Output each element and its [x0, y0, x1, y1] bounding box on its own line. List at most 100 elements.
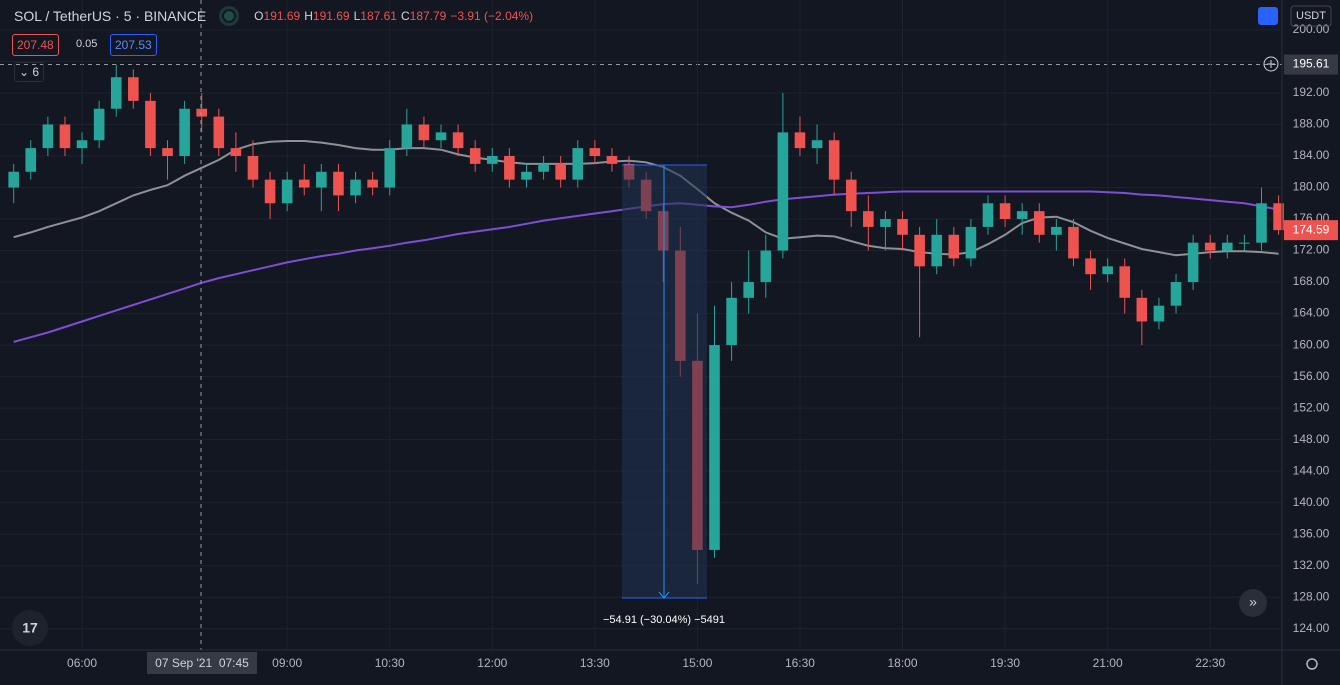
crosshair-price-box [1284, 54, 1338, 75]
candle-body [760, 250, 772, 283]
candle-body [196, 108, 208, 117]
last-price-box [1284, 220, 1338, 241]
y-tick-label: 148.00 [1293, 432, 1330, 446]
scroll-button[interactable]: » [1239, 589, 1267, 617]
settings-icon[interactable] [1306, 658, 1318, 670]
header: SOL / TetherUS · 5 · BINANCE O191.69 H191… [14, 8, 533, 24]
candle-body [59, 124, 71, 149]
candle-body [384, 148, 396, 188]
candle-body [179, 108, 190, 156]
y-tick-label: 180.00 [1293, 180, 1330, 194]
candle-body [230, 148, 242, 156]
candle-body [418, 124, 430, 141]
candle-body [1222, 242, 1233, 251]
crosshair-price-label: 195.61 [1293, 57, 1330, 71]
y-tick-label: 184.00 [1293, 148, 1330, 162]
legend-value: 191.69 [312, 9, 350, 23]
candle-body [486, 156, 498, 164]
x-tick-label: 16:30 [785, 656, 815, 670]
y-tick-label: 152.00 [1293, 400, 1330, 414]
auto-scale-button[interactable] [1258, 7, 1278, 25]
candle-body [948, 234, 960, 259]
candle-body [982, 203, 994, 227]
y-tick-label: 192.00 [1293, 85, 1330, 99]
candle-body [469, 148, 481, 164]
y-tick-label: 164.00 [1293, 306, 1330, 320]
candle-body [1119, 266, 1131, 298]
indicators-toggle[interactable]: ⌄ 6 [14, 62, 45, 82]
candle-body [145, 100, 156, 149]
tv-logo: 17 [12, 610, 48, 646]
legend-key: O [254, 9, 264, 23]
legend-key: L [353, 9, 361, 23]
y-tick-label: 136.00 [1293, 526, 1330, 540]
y-tick-label: 132.00 [1293, 558, 1330, 572]
currency-box [1290, 5, 1332, 27]
legend-key: H [304, 9, 313, 23]
candle-body [42, 124, 54, 149]
candle-body [606, 156, 618, 164]
candle-body [452, 132, 464, 149]
x-tick-label: 13:30 [580, 656, 610, 670]
candle-body [863, 211, 874, 227]
candle-body [401, 124, 413, 149]
y-tick-label: 168.00 [1293, 274, 1330, 288]
candle-body [247, 156, 259, 180]
last-price-label: 174.59 [1293, 222, 1330, 236]
bid[interactable]: 207.48 [12, 34, 59, 56]
candle-body [298, 179, 310, 188]
y-tick-label: 124.00 [1293, 621, 1330, 635]
ohlc-legend: O191.69 H191.69 L187.61 C187.79 [254, 9, 446, 23]
x-tick-label: 12:00 [477, 656, 507, 670]
candle-body [1239, 242, 1250, 244]
candle-body [965, 226, 977, 259]
legend-item: L187.61 [354, 9, 397, 23]
legend-value: 187.61 [360, 9, 397, 23]
candle-body [1016, 211, 1028, 220]
candle-body [880, 219, 891, 227]
candle-body [162, 148, 173, 156]
y-tick-label: 140.00 [1293, 495, 1330, 509]
candle-body [264, 179, 276, 204]
candle-body [538, 163, 549, 172]
add-button[interactable] [1263, 56, 1279, 72]
candle-body [8, 171, 19, 188]
y-tick-label: 144.00 [1293, 463, 1330, 477]
x-tick-label: 21:00 [1093, 656, 1123, 670]
legend-value: 187.79 [409, 9, 447, 23]
x-tick-label: 15:00 [682, 656, 712, 670]
candle-body [914, 234, 925, 267]
candle-body [931, 234, 943, 267]
moving-average [13, 140, 1279, 257]
legend-value: 191.69 [263, 9, 301, 23]
y-tick-label: 172.00 [1293, 243, 1330, 257]
spread: 0.05 [76, 38, 98, 50]
svg-text:»: » [1249, 594, 1257, 610]
candle-body [1051, 226, 1062, 235]
measure-arrow-head [658, 591, 670, 599]
y-tick-label: 128.00 [1293, 589, 1330, 603]
legend-item: C187.79 [401, 9, 446, 23]
candle-body [999, 203, 1011, 220]
symbol: SOL / TetherUS · 5 · BINANCE [14, 8, 207, 24]
candle-body [367, 179, 378, 188]
candle-body [1136, 297, 1148, 322]
crosshair-time-box [147, 652, 257, 674]
candle-body [555, 163, 566, 180]
status-dot [222, 9, 237, 23]
candle-body [1187, 242, 1199, 283]
svg-text:17: 17 [22, 620, 38, 636]
ask[interactable]: 207.53 [110, 34, 157, 56]
candle-body [521, 171, 532, 180]
legend-item: O191.69 [254, 9, 300, 23]
candle-body [76, 140, 88, 149]
crosshair-time-label: 07 Sep '21 07:45 [155, 656, 249, 670]
candle-body [726, 297, 737, 346]
candle-body [1068, 226, 1079, 259]
candle-body [1102, 266, 1113, 275]
y-tick-label: 160.00 [1293, 337, 1330, 351]
x-tick-label: 06:00 [67, 656, 97, 670]
x-tick-label: 19:30 [990, 656, 1020, 670]
